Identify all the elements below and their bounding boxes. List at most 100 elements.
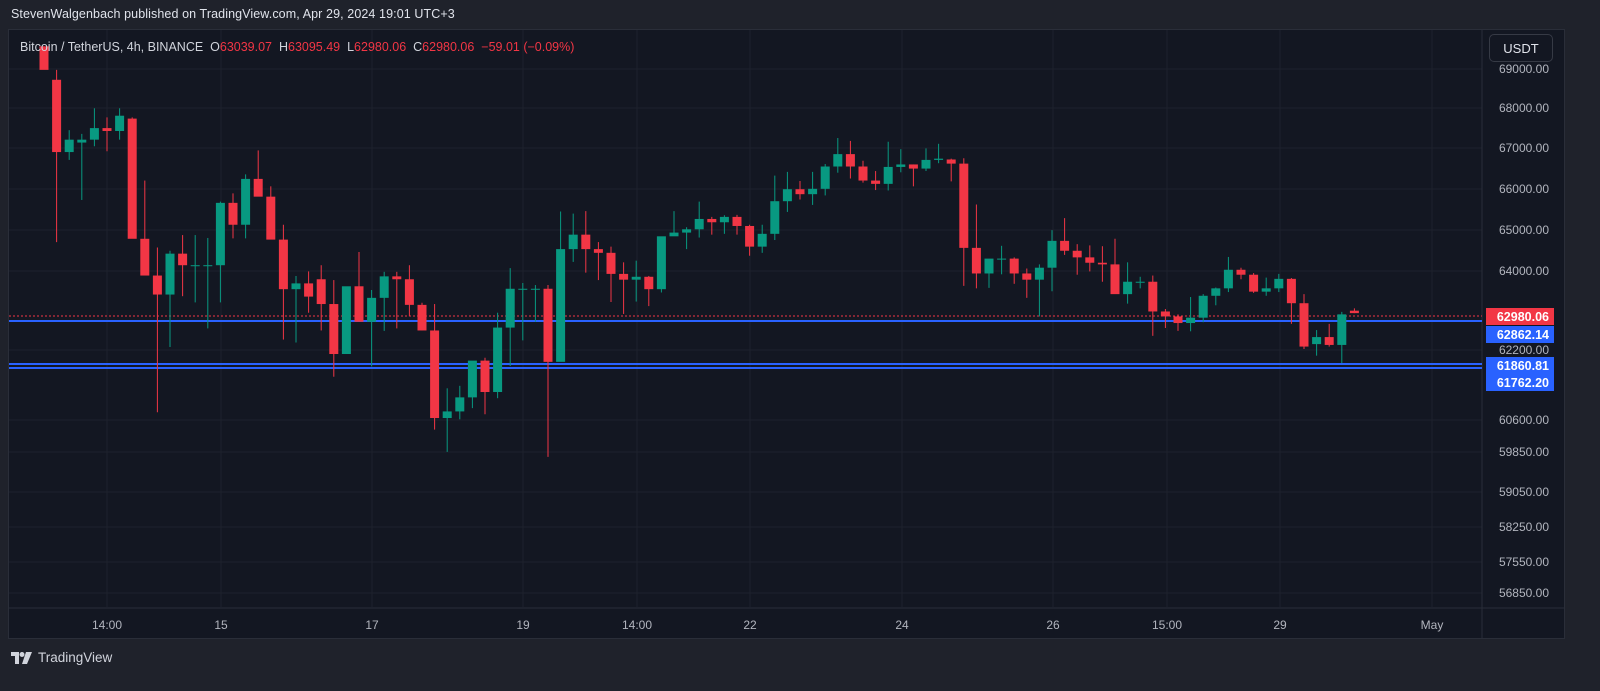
time-tick-label: 17 (365, 618, 379, 632)
candle-up (493, 312, 503, 399)
candle-down (1148, 275, 1158, 336)
candle-down (1097, 246, 1107, 282)
candle-down (152, 247, 162, 413)
footer-brand[interactable]: TradingView (11, 650, 112, 665)
candle-body (379, 276, 389, 298)
candle-body (1198, 295, 1208, 318)
candle-body (1211, 288, 1221, 296)
price-tick-label: 62200.00 (1499, 343, 1549, 357)
candle-body (1097, 262, 1107, 265)
candle-down (1085, 245, 1095, 272)
price-tick-label: 56850.00 (1499, 586, 1549, 600)
candle-down (417, 302, 427, 331)
price-label-text: 61860.81 (1497, 359, 1549, 373)
price-tick-label: 69000.00 (1499, 62, 1549, 76)
candle-body (1324, 337, 1334, 345)
candle-up (984, 258, 994, 288)
candle-up (1186, 297, 1196, 332)
candle-down (845, 140, 855, 179)
candle-down (354, 252, 364, 322)
candle-up (770, 175, 780, 241)
candle-body (833, 154, 843, 167)
candle-down (52, 69, 62, 243)
candle-body (757, 233, 767, 247)
candle-up (291, 275, 301, 343)
candle-body (480, 360, 490, 393)
candle-body (304, 283, 314, 297)
brand-name: TradingView (38, 650, 113, 665)
candle-body (165, 253, 175, 295)
candle-body (543, 288, 553, 362)
price-tick-label: 60600.00 (1499, 413, 1549, 427)
candle-down (1173, 314, 1183, 331)
candle-body (1148, 281, 1158, 312)
candle-body (782, 189, 792, 202)
candle-body (959, 163, 969, 248)
candle-up (782, 171, 792, 212)
candle-body (190, 265, 200, 267)
candle-body (228, 202, 238, 225)
candle-body (341, 286, 351, 355)
candle-body (430, 330, 440, 419)
candle-up (556, 211, 566, 362)
candle-down (1324, 323, 1334, 347)
time-tick-label: 14:00 (92, 618, 122, 632)
candle-body (1085, 257, 1095, 263)
candle-body (1274, 278, 1284, 289)
price-label-text: 62862.14 (1497, 328, 1549, 342)
candle-body (1072, 250, 1082, 258)
candle-body (745, 225, 755, 247)
candle-up (694, 201, 704, 238)
candle-up (934, 143, 944, 164)
candle-down (1286, 278, 1296, 324)
price-tick-label: 65000.00 (1499, 223, 1549, 237)
candle-up (656, 236, 666, 293)
candle-down (1022, 268, 1032, 298)
candle-body (871, 180, 881, 184)
candle-body (417, 304, 427, 331)
candle-up (215, 201, 225, 303)
candle-down (127, 117, 137, 239)
symbol-legend: Bitcoin / TetherUS, 4h, BINANCE O63039.0… (20, 40, 574, 54)
candle-body (1261, 288, 1271, 292)
candle-up (241, 174, 251, 239)
candle-body (707, 218, 717, 223)
horizontal-lines[interactable] (9, 315, 1482, 369)
candle-body (367, 297, 377, 322)
candle-up (1223, 256, 1233, 293)
candle-body (1135, 281, 1145, 283)
price-tick-label: 66000.00 (1499, 182, 1549, 196)
candle-body (505, 288, 515, 328)
candle-up (442, 388, 452, 452)
time-axis[interactable]: 14:00 15 17 19 14:00 22 24 26 15:00 29 May (92, 618, 1443, 632)
close-value: 62980.06 (422, 40, 475, 54)
candle-up (631, 260, 641, 302)
candle-up (203, 237, 213, 329)
candle-up (719, 215, 729, 234)
candle-up (883, 141, 893, 191)
candle-up (505, 268, 515, 366)
candle-body (253, 178, 263, 197)
candle-body (89, 128, 99, 140)
time-tick-label: 22 (743, 618, 757, 632)
candle-body (215, 202, 225, 266)
candle-down (1160, 308, 1170, 328)
candle-up (1211, 287, 1221, 306)
candle-body (1186, 317, 1196, 324)
candle-up (669, 211, 679, 237)
candle-up (518, 282, 528, 341)
candle-down (316, 265, 326, 331)
candle-down (1249, 273, 1259, 293)
candle-down (1299, 294, 1309, 350)
currency-button[interactable]: USDT (1489, 34, 1553, 62)
candle-body (316, 279, 326, 305)
candle-body (568, 234, 578, 250)
price-axis[interactable]: 69000.00 68000.00 67000.00 66000.00 65000.00… (1499, 62, 1549, 600)
candle-down (707, 216, 717, 235)
candle-up (190, 235, 200, 303)
candle-body (404, 279, 414, 305)
time-tick-label: 15:00 (1152, 618, 1182, 632)
candle-up (1034, 264, 1044, 317)
time-tick-label: 26 (1046, 618, 1060, 632)
